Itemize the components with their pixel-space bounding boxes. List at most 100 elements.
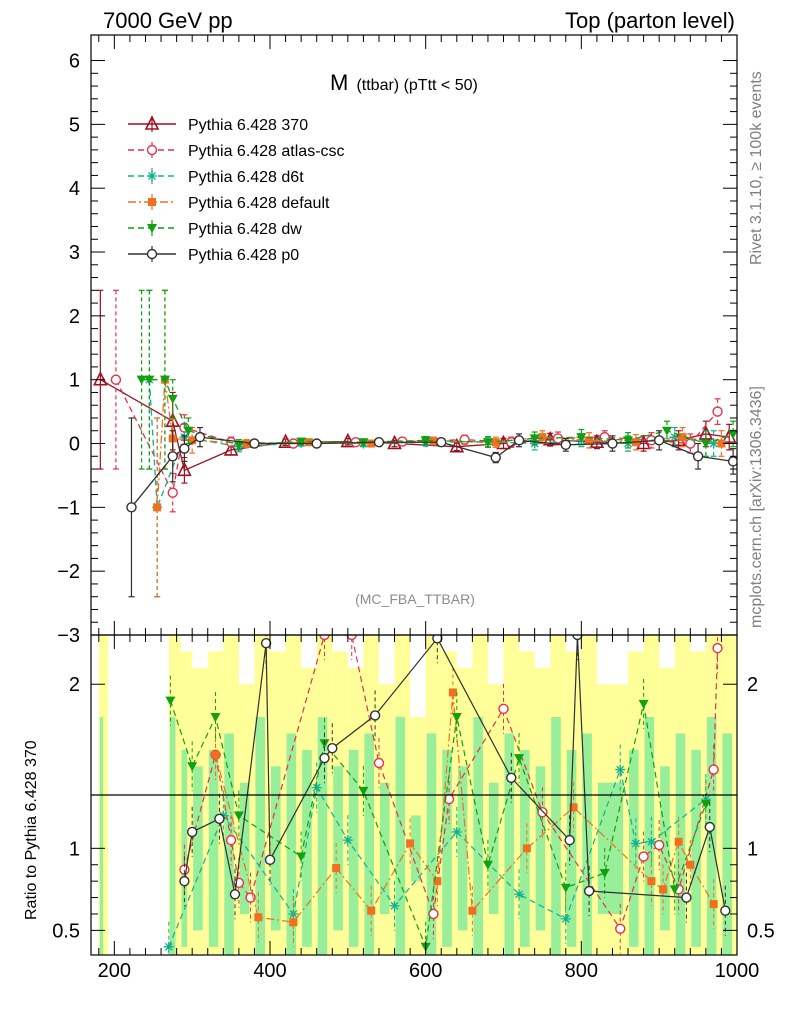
- legend-label: Pythia 6.428 d6t: [188, 169, 304, 186]
- ratio-band-inner: [473, 717, 483, 955]
- ratio-y-axis-label: Ratio to Pythia 6.428 370: [23, 740, 40, 920]
- ratio-band-inner: [333, 766, 343, 931]
- y-tick-label: 5: [69, 114, 80, 136]
- data-point: [153, 503, 162, 512]
- ratio-band-inner: [566, 749, 577, 947]
- ratio-band-inner: [644, 717, 655, 955]
- y-tick-label: 1: [69, 370, 80, 392]
- ratio-point: [700, 800, 711, 810]
- data-point: [636, 434, 651, 450]
- ratio-point: [659, 885, 668, 894]
- ratio-band-inner: [691, 749, 701, 947]
- data-point: [93, 370, 108, 386]
- ratio-point: [233, 811, 244, 821]
- ratio-band-inner: [255, 717, 266, 955]
- data-point: [491, 438, 500, 447]
- data-point: [717, 439, 726, 448]
- data-point: [194, 431, 206, 443]
- ratio-band-inner: [504, 733, 515, 955]
- ratio-point: [432, 635, 443, 644]
- ratio-point: [358, 786, 369, 796]
- ratio-point: [674, 837, 683, 846]
- ratio-point: [712, 642, 723, 654]
- x-tick-label: 600: [409, 960, 442, 982]
- ratio-point: [498, 703, 509, 715]
- ratio-point: [296, 852, 307, 862]
- legend-marker: [144, 115, 160, 130]
- ratio-line: [169, 700, 707, 950]
- ratio-point: [482, 860, 493, 870]
- ratio-point: [560, 883, 571, 893]
- main-series-0: [93, 289, 737, 484]
- ratio-point: [615, 764, 626, 775]
- legend-entry: Pythia 6.428 p0: [128, 246, 299, 264]
- data-point: [576, 433, 587, 443]
- ratio-point: [163, 941, 174, 952]
- series-line: [141, 379, 734, 446]
- x-tick-label: 800: [565, 960, 598, 982]
- y-tick-label: 6: [69, 51, 80, 73]
- y-tick-label: 2: [69, 306, 80, 328]
- ratio-point: [260, 638, 272, 649]
- legend-entry: Pythia 6.428 dw: [128, 220, 302, 238]
- ratio-point: [346, 635, 357, 641]
- legend-entry: Pythia 6.428 atlas-csc: [128, 142, 345, 160]
- ratio-series-group: [163, 635, 731, 955]
- analysis-watermark: (MC_FBA_TTBAR): [355, 591, 475, 607]
- ratio-point: [537, 807, 548, 818]
- ratio-y-tick-label-right: 1: [747, 838, 758, 860]
- ratio-band-inner: [629, 749, 639, 947]
- x-tick-label: 1000: [715, 960, 760, 982]
- series-line: [100, 379, 730, 472]
- ratio-y-tick-label-right: 2: [747, 674, 758, 696]
- data-point: [678, 433, 687, 442]
- data-point: [188, 436, 197, 445]
- data-point: [459, 434, 470, 445]
- data-point: [311, 438, 322, 449]
- ratio-point: [669, 885, 680, 895]
- legend-marker: [148, 198, 156, 206]
- x-tick-label: 400: [253, 960, 286, 982]
- main-series-5: [126, 417, 737, 598]
- ratio-point: [681, 892, 692, 903]
- ratio-band-inner: [488, 782, 499, 914]
- ratio-point: [179, 875, 190, 887]
- ratio-point: [468, 906, 477, 915]
- data-point: [177, 461, 192, 477]
- header-process-label: Top (parton level): [565, 8, 735, 33]
- ratio-point: [211, 750, 220, 759]
- ratio-band-inner: [379, 782, 390, 914]
- ratio-y-tick-label: 2: [69, 674, 80, 696]
- rivet-version-label: Rivet 3.1.10, ≥ 100k events: [748, 71, 765, 265]
- plot-title-sub: (ttbar) (pTtt < 50): [356, 77, 477, 94]
- data-point: [278, 433, 293, 449]
- main-series-1: [110, 289, 723, 513]
- ratio-panel-frame: [90, 634, 738, 956]
- ratio-point: [210, 713, 221, 723]
- data-point: [110, 374, 122, 385]
- ratio-point: [311, 782, 322, 793]
- data-point: [692, 451, 704, 462]
- ratio-point: [165, 696, 176, 706]
- ratio-point: [389, 900, 400, 911]
- ratio-point: [225, 834, 237, 846]
- ratio-point: [572, 635, 583, 641]
- ratio-band-inner: [722, 733, 732, 955]
- ratio-band-inner: [364, 733, 374, 955]
- legend-label: Pythia 6.428 atlas-csc: [188, 143, 345, 160]
- data-point: [700, 439, 711, 449]
- ratio-point: [564, 834, 575, 846]
- ratio-point: [686, 860, 695, 869]
- ratio-band-inner: [442, 749, 452, 947]
- header-energy-label: 7000 GeV pp: [103, 8, 233, 33]
- data-point: [249, 438, 260, 449]
- ratio-point: [342, 835, 353, 846]
- data-point: [367, 439, 376, 448]
- ratio-band-inner: [193, 766, 203, 931]
- data-point: [529, 434, 540, 444]
- data-point: [233, 440, 244, 450]
- ratio-point: [708, 764, 719, 775]
- ratio-band-inner: [286, 733, 297, 955]
- data-point: [126, 502, 137, 513]
